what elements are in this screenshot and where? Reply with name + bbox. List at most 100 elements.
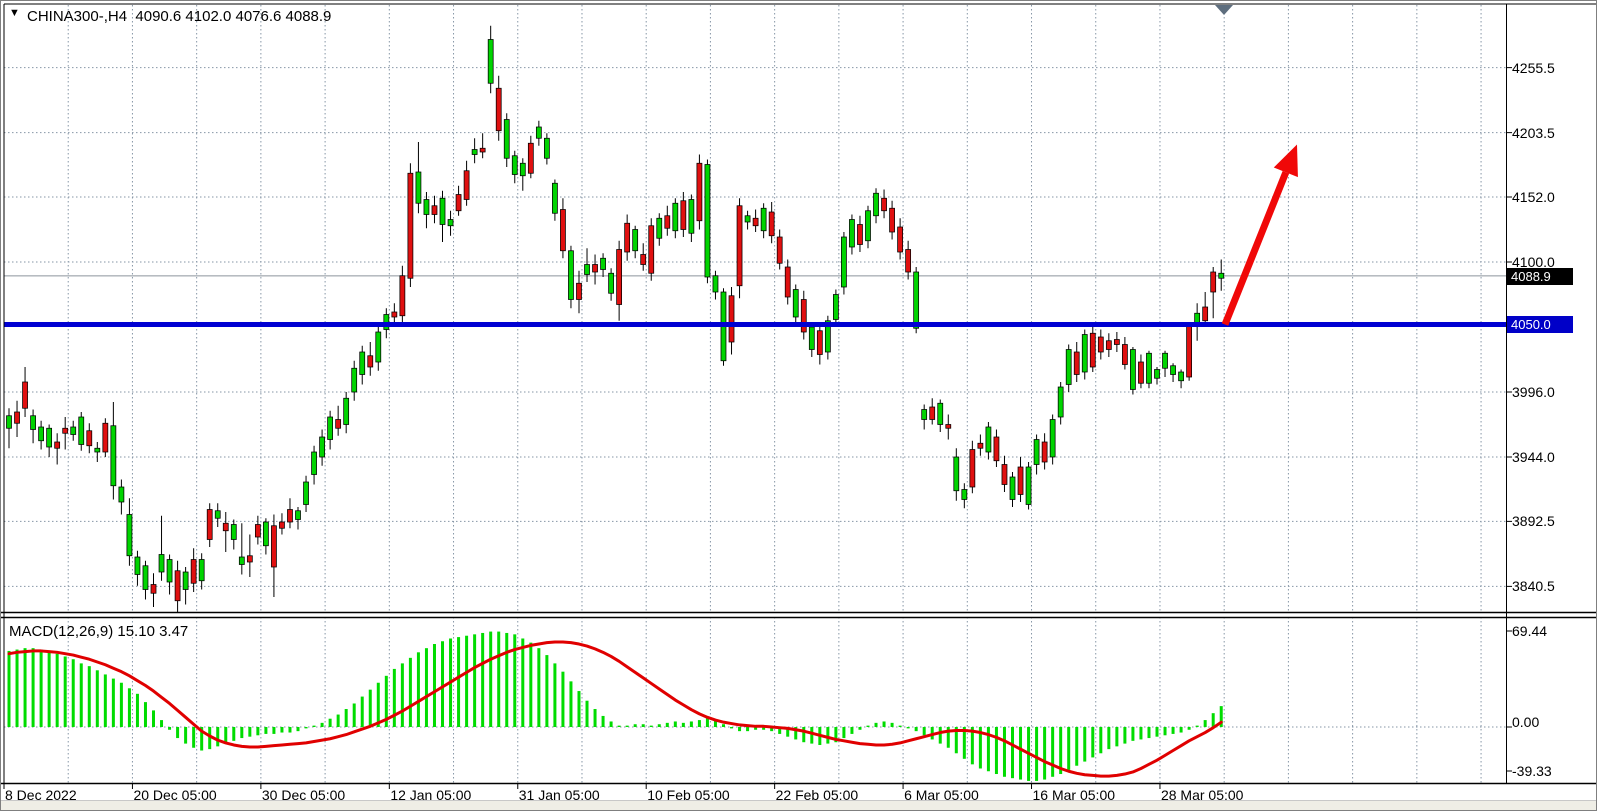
macd-histogram-bar — [986, 727, 990, 772]
macd-histogram-bar — [794, 727, 798, 740]
bear-candle — [399, 275, 406, 317]
time-axis-label: 16 Mar 05:00 — [1032, 787, 1116, 803]
macd-histogram-bar — [360, 696, 364, 727]
bull-candle — [1130, 349, 1136, 390]
macd-histogram-bar — [184, 727, 188, 744]
macd-histogram-bar — [1203, 720, 1207, 727]
macd-histogram-bar — [1002, 727, 1006, 777]
macd-histogram-bar — [1107, 727, 1111, 750]
chart-title-symbol: CHINA300-,H4 — [27, 8, 128, 25]
bear-candle — [479, 147, 486, 153]
bear-candle — [680, 200, 687, 230]
bull-candle — [503, 119, 510, 159]
macd-histogram-bar — [730, 727, 734, 729]
bull-candle — [937, 402, 944, 425]
macd-histogram-bar — [15, 649, 19, 727]
bull-candle — [423, 199, 430, 215]
bear-candle — [784, 266, 791, 298]
bull-candle — [1170, 365, 1176, 375]
trend-arrow-shaft[interactable] — [1221, 171, 1290, 326]
bull-candle — [1009, 476, 1016, 500]
macd-histogram-bar — [633, 724, 637, 727]
bull-candle — [1081, 334, 1088, 373]
bear-candle — [174, 570, 181, 602]
chart-title-quote: 4090.6 4102.0 4076.6 4088.9 — [127, 8, 332, 25]
bull-candle — [744, 215, 751, 223]
bull-candle — [1146, 352, 1152, 384]
separator-gap — [1, 612, 1596, 618]
macd-signal-line — [7, 640, 1223, 778]
macd-histogram-bar — [649, 725, 653, 727]
macd-histogram-bar — [119, 682, 123, 727]
trend-arrow-head[interactable] — [1273, 144, 1298, 178]
bull-candle — [511, 155, 518, 175]
macd-histogram-bar — [1163, 727, 1167, 736]
bull-candle — [808, 326, 815, 350]
macd-histogram-bar — [47, 650, 51, 727]
bear-candle — [86, 430, 93, 447]
symbol-dropdown-icon[interactable]: ▼ — [9, 7, 20, 19]
macd-histogram-bar — [296, 727, 300, 732]
macd-histogram-bar — [368, 689, 372, 727]
macd-histogram-bar — [890, 722, 894, 727]
macd-histogram-bar — [312, 725, 316, 727]
macd-histogram-bar — [400, 663, 404, 727]
bear-candle — [768, 211, 775, 237]
macd-histogram-bar — [834, 727, 838, 743]
macd-histogram-bar — [87, 666, 91, 727]
bull-candle — [142, 565, 149, 590]
macd-histogram-bar — [160, 720, 164, 727]
bull-candle — [519, 162, 526, 177]
current-price-badge: 4088.9 — [1507, 268, 1573, 285]
bull-candle — [343, 397, 350, 425]
macd-histogram-bar — [521, 638, 525, 727]
bull-candle — [953, 456, 960, 492]
bull-candle — [182, 571, 189, 590]
macd-histogram-bar — [689, 721, 693, 727]
macd-histogram-bar — [1123, 727, 1127, 744]
macd-histogram-bar — [738, 727, 742, 732]
price-axis-label: 3944.0 — [1512, 449, 1555, 465]
macd-histogram-bar — [304, 727, 308, 729]
bear-candle — [881, 197, 887, 212]
macd-histogram-bar — [336, 714, 340, 727]
bear-candle — [102, 422, 109, 453]
macd-histogram-bar — [240, 727, 244, 739]
macd-histogram-bar — [352, 703, 356, 727]
bull-candle — [126, 514, 133, 557]
macd-histogram-bar — [224, 727, 228, 744]
bull-candle — [865, 210, 871, 242]
price-axis-label: 3996.0 — [1512, 384, 1555, 400]
bull-candle — [1025, 466, 1032, 505]
macd-histogram-bar — [103, 674, 107, 727]
bear-candle — [640, 254, 647, 265]
bear-candle — [1041, 441, 1048, 463]
macd-histogram-bar — [697, 720, 701, 727]
macd-histogram-bar — [946, 727, 950, 748]
macd-histogram-bar — [1075, 727, 1079, 766]
bull-candle — [30, 415, 36, 430]
macd-axis-zero-label: 0.00 — [1512, 714, 1540, 730]
macd-histogram-bar — [192, 727, 196, 748]
macd-histogram-bar — [441, 641, 445, 727]
macd-histogram-bar — [272, 727, 276, 734]
bull-candle — [1033, 439, 1040, 465]
macd-histogram-bar — [1187, 727, 1191, 730]
bull-candle — [833, 294, 839, 320]
macd-histogram-bar — [432, 644, 436, 727]
bull-candle — [921, 409, 928, 420]
bull-candle — [1057, 386, 1064, 418]
macd-histogram-bar — [1019, 727, 1023, 780]
bull-candle — [672, 202, 679, 232]
macd-histogram-bar — [882, 721, 886, 727]
bull-candle — [1178, 371, 1184, 382]
macd-histogram-bar — [914, 727, 918, 732]
macd-histogram-bar — [216, 727, 220, 747]
bear-candle — [816, 330, 823, 355]
macd-histogram-bar — [23, 648, 27, 727]
macd-histogram-bar — [143, 702, 147, 727]
macd-histogram-bar — [1059, 727, 1063, 775]
macd-histogram-bar — [95, 670, 99, 727]
bear-candle — [905, 249, 912, 273]
